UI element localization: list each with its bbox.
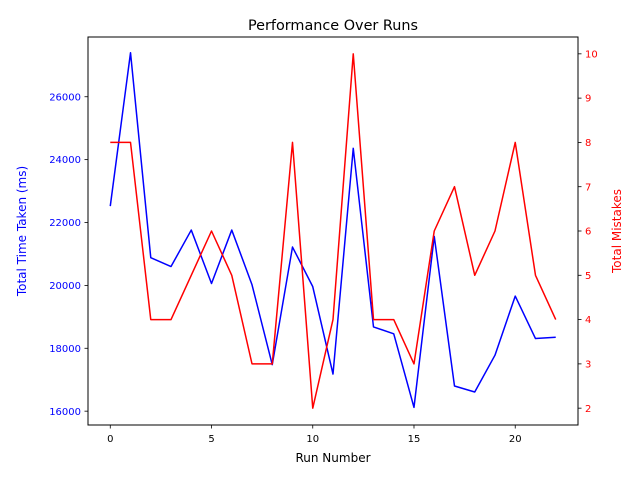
y-axis-left-label: Total Time Taken (ms)	[15, 166, 29, 297]
y-left-tick-label: 16000	[49, 407, 81, 418]
x-axis: 0 5 10 15 20	[107, 425, 522, 445]
y-right-tick-label: 10	[585, 49, 598, 60]
chart-title: Performance Over Runs	[248, 18, 418, 34]
y-axis-right-label: Total Mistakes	[610, 189, 624, 274]
x-axis-label: Run Number	[295, 451, 370, 465]
y-right-tick-label: 3	[585, 359, 591, 370]
x-tick-label: 20	[509, 434, 522, 445]
y-right-tick-label: 6	[585, 227, 591, 238]
time-series-line	[109, 51, 556, 409]
y-right-tick-label: 4	[585, 315, 591, 326]
mistakes-series-line	[110, 53, 557, 409]
x-tick-label: 0	[107, 434, 113, 445]
x-tick-label: 15	[408, 434, 421, 445]
y-left-tick-label: 18000	[49, 344, 81, 355]
x-tick-label: 5	[208, 434, 214, 445]
y-axis-left: 16000 18000 20000 22000 24000 26000	[49, 92, 88, 418]
plot-series	[109, 51, 557, 409]
y-right-tick-label: 9	[585, 94, 591, 105]
y-left-tick-label: 22000	[49, 218, 81, 229]
y-left-tick-label: 26000	[49, 92, 81, 103]
y-right-tick-label: 7	[585, 182, 591, 193]
x-tick-label: 10	[306, 434, 319, 445]
y-right-tick-label: 5	[585, 271, 591, 282]
y-left-tick-label: 24000	[49, 155, 81, 166]
y-axis-right: 2 3 4 5 6 7 8 9 10	[578, 49, 598, 415]
y-right-tick-label: 8	[585, 138, 591, 149]
y-left-tick-label: 20000	[49, 281, 81, 292]
y-right-tick-label: 2	[585, 404, 591, 415]
